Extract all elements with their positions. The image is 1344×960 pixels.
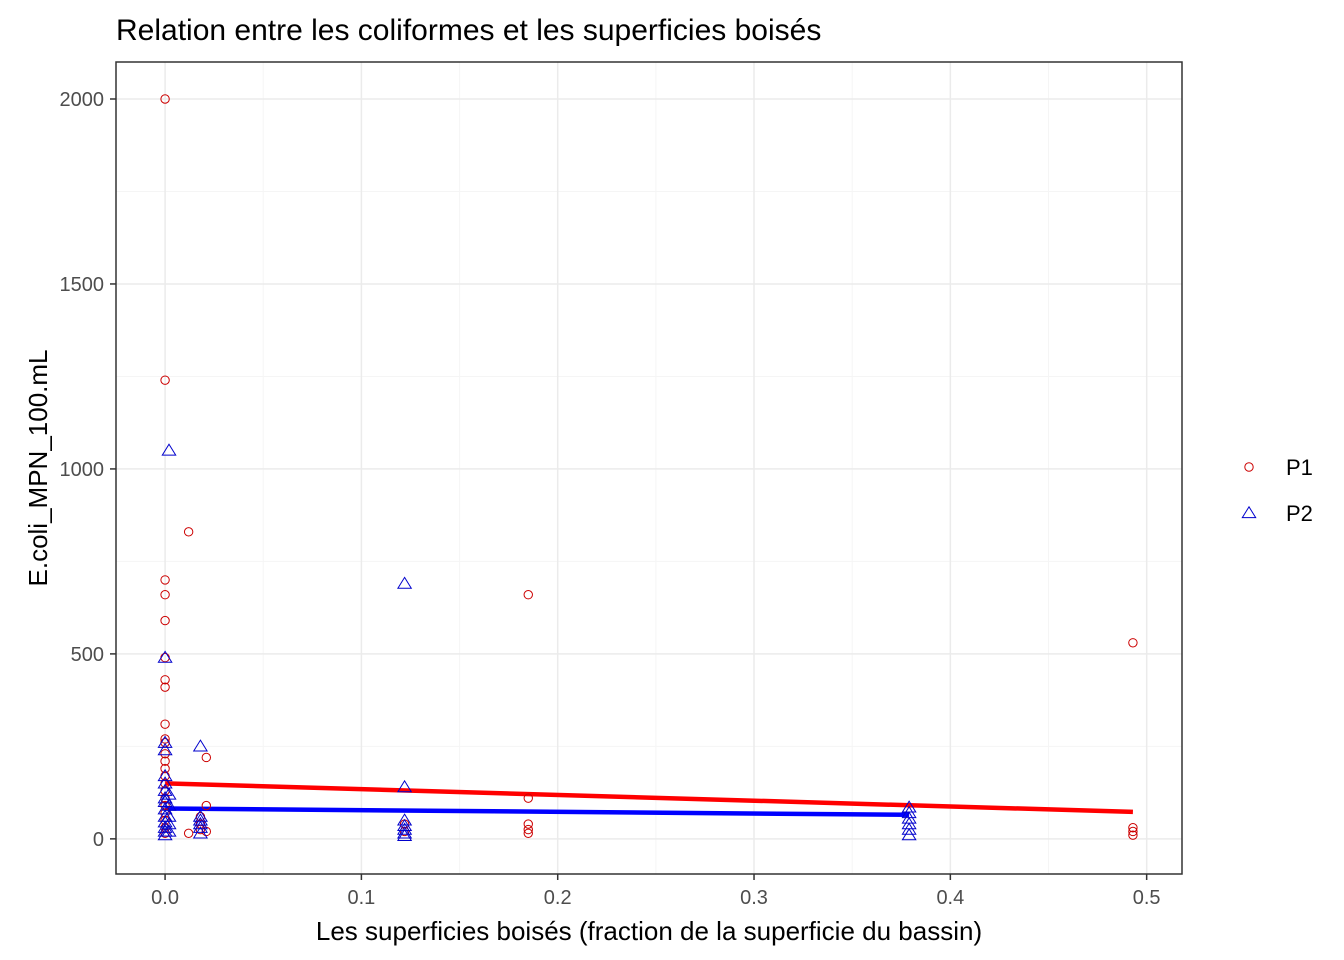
point-p1 (523, 590, 533, 600)
point-p1 (183, 527, 194, 537)
trend-line-p1 (165, 781, 1133, 815)
y-tick-label: 2000 (60, 89, 105, 111)
y-tick-label: 500 (71, 644, 104, 666)
y-axis-ticks: 0 500 1000 1500 2000 (60, 89, 116, 851)
point-p2 (192, 816, 209, 830)
x-tick-label: 0.3 (740, 887, 768, 909)
point-p1 (160, 615, 170, 626)
chart-title: Relation entre les coliformes et les sup… (116, 14, 821, 47)
point-p1 (1128, 823, 1138, 833)
point-p1 (160, 94, 170, 104)
point-p1 (1128, 830, 1138, 840)
point-p2 (396, 828, 413, 842)
y-axis-title: E.coli_MPN_100.mL (23, 350, 53, 587)
point-p1 (523, 793, 533, 803)
point-p2 (192, 826, 209, 839)
x-axis-title: Les superficies boisés (fraction de la s… (316, 916, 982, 946)
point-p2 (157, 768, 173, 782)
plot-panel (115, 61, 1183, 875)
point-p1 (523, 828, 533, 839)
point-p1 (160, 675, 170, 685)
point-p2 (901, 822, 917, 835)
point-p1 (160, 575, 170, 585)
point-p2 (157, 776, 173, 789)
point-p2 (396, 813, 413, 826)
x-tick-label: 0.2 (544, 887, 572, 909)
legend: P1 P2 (1241, 455, 1313, 526)
point-p2 (157, 735, 173, 748)
point-p2 (901, 828, 917, 841)
y-tick-label: 1500 (60, 274, 105, 296)
point-p1 (201, 752, 212, 763)
point-p1 (1128, 638, 1138, 648)
point-p1 (160, 749, 170, 759)
point-p2 (396, 826, 413, 839)
point-p1 (160, 763, 170, 774)
trend-lines (165, 781, 1133, 818)
point-p2 (396, 576, 413, 589)
point-p1 (160, 590, 170, 600)
x-tick-label: 0.5 (1133, 887, 1161, 909)
legend-key-p2 (1241, 505, 1257, 519)
point-p2 (192, 813, 209, 826)
point-p1 (201, 800, 212, 811)
point-p2 (396, 822, 413, 835)
data-points (157, 94, 1138, 842)
point-p2 (157, 802, 173, 815)
point-p2 (157, 828, 173, 841)
point-p2 (192, 820, 209, 833)
point-p2 (157, 650, 173, 663)
point-p1 (160, 756, 170, 766)
point-p2 (161, 816, 177, 830)
point-p1 (523, 819, 533, 829)
point-p1 (160, 375, 170, 385)
point-p1 (160, 719, 170, 729)
point-p2 (161, 809, 177, 822)
legend-label-p2: P2 (1286, 501, 1313, 526)
point-p2 (161, 824, 177, 837)
grid-lines (116, 62, 1182, 874)
x-tick-label: 0.0 (151, 887, 179, 909)
y-tick-label: 1000 (60, 459, 105, 481)
legend-label-p1: P1 (1286, 455, 1313, 480)
point-p1 (183, 828, 194, 839)
point-p2 (396, 779, 413, 793)
point-p2 (161, 443, 177, 456)
x-tick-label: 0.4 (936, 887, 964, 909)
point-p2 (157, 742, 173, 756)
point-p1 (1128, 826, 1138, 837)
x-axis-ticks: 0.0 0.1 0.2 0.3 0.4 0.5 (151, 874, 1161, 909)
y-tick-label: 0 (93, 829, 104, 851)
point-p1 (160, 682, 170, 692)
trend-line-p2 (165, 806, 910, 818)
point-p1 (523, 824, 533, 835)
point-p2 (192, 739, 209, 752)
legend-key-p1 (1244, 462, 1254, 472)
x-tick-label: 0.1 (347, 887, 375, 909)
